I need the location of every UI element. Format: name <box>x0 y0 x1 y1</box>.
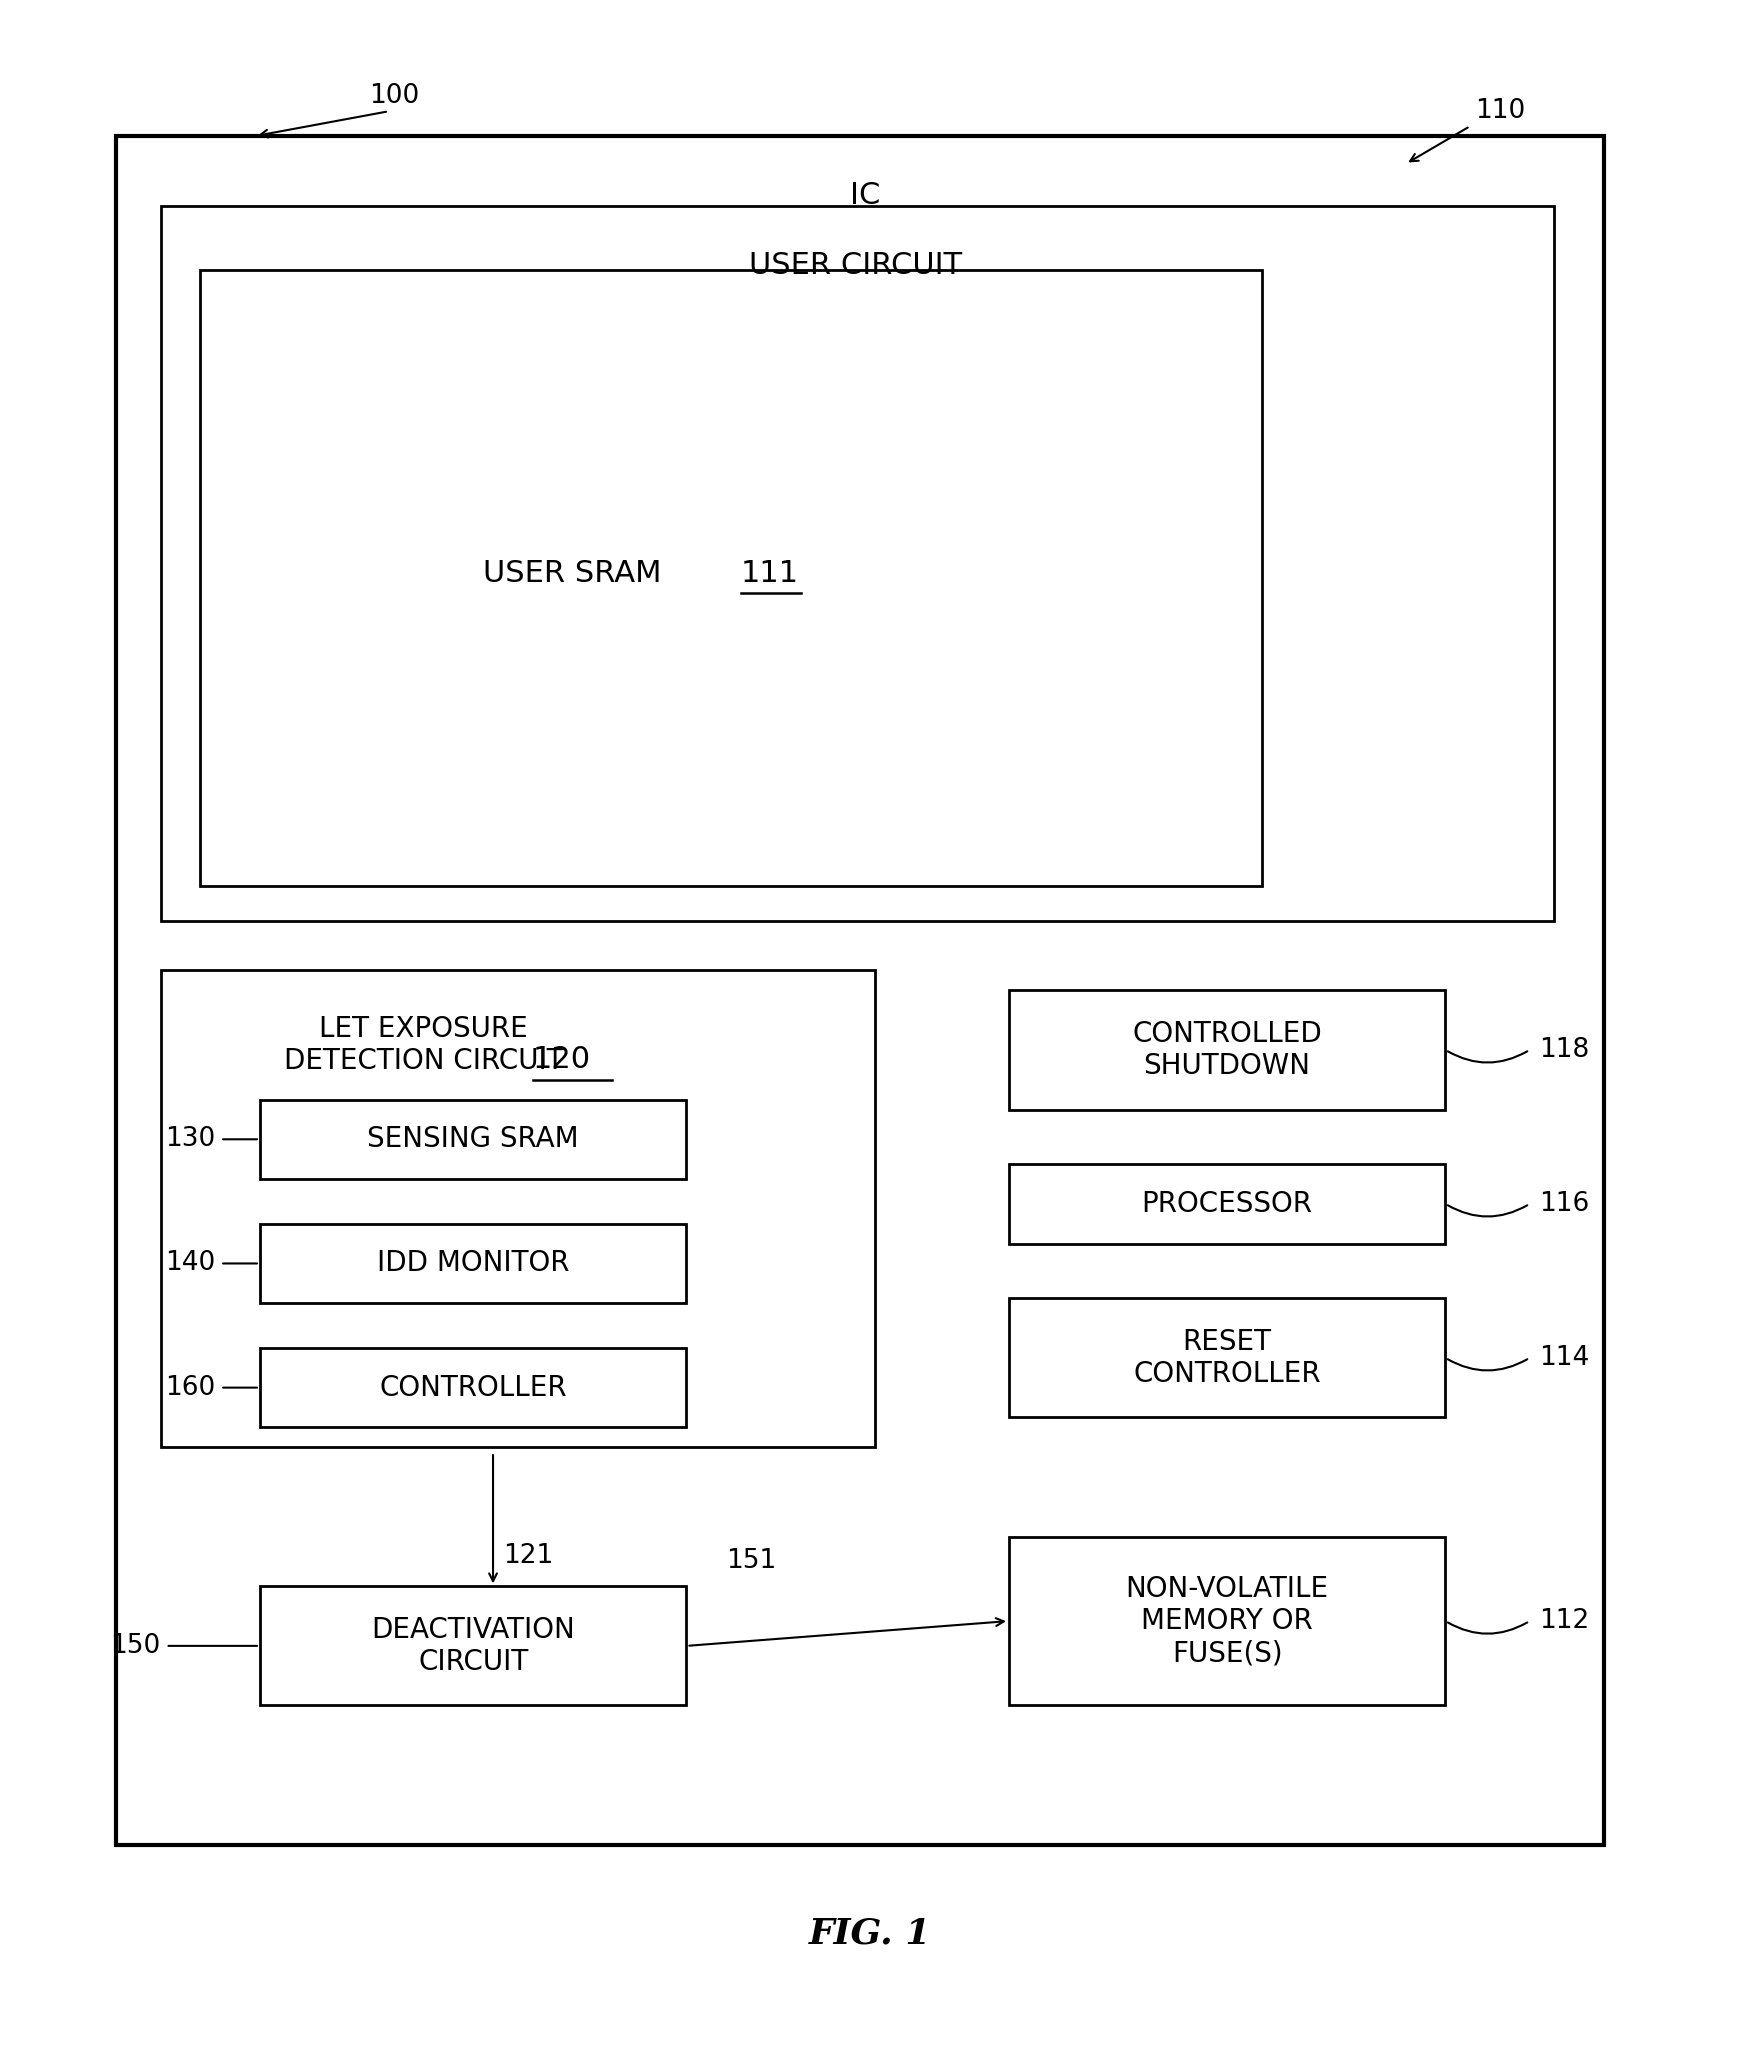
Text: IC: IC <box>850 180 880 209</box>
Text: LET EXPOSURE
DETECTION CIRCUIT: LET EXPOSURE DETECTION CIRCUIT <box>283 1015 563 1075</box>
Text: DEACTIVATION
CIRCUIT: DEACTIVATION CIRCUIT <box>372 1615 576 1675</box>
Text: 111: 111 <box>741 559 800 588</box>
Text: IDD MONITOR: IDD MONITOR <box>377 1249 569 1278</box>
Bar <box>117 137 1603 1845</box>
Text: 116: 116 <box>1539 1191 1589 1218</box>
Text: CONTROLLED
SHUTDOWN: CONTROLLED SHUTDOWN <box>1132 1019 1322 1081</box>
Bar <box>1009 1299 1445 1417</box>
Bar <box>1009 1537 1445 1707</box>
Text: 110: 110 <box>1475 97 1525 124</box>
Text: USER CIRCUIT: USER CIRCUIT <box>748 251 962 280</box>
Text: 114: 114 <box>1539 1344 1589 1371</box>
Bar <box>1009 990 1445 1110</box>
Text: FIG. 1: FIG. 1 <box>809 1918 932 1951</box>
Text: CONTROLLER: CONTROLLER <box>379 1373 567 1402</box>
Text: 150: 150 <box>111 1632 160 1659</box>
Text: NON-VOLATILE
MEMORY OR
FUSE(S): NON-VOLATILE MEMORY OR FUSE(S) <box>1125 1574 1329 1667</box>
Text: 120: 120 <box>532 1046 591 1075</box>
Bar <box>259 1586 687 1707</box>
Text: RESET
CONTROLLER: RESET CONTROLLER <box>1134 1328 1322 1388</box>
Bar <box>160 205 1555 922</box>
Bar <box>259 1224 687 1303</box>
Bar <box>259 1100 687 1178</box>
Text: 100: 100 <box>369 83 419 110</box>
Text: 118: 118 <box>1539 1038 1589 1062</box>
Text: PROCESSOR: PROCESSOR <box>1141 1191 1313 1218</box>
Text: SENSING SRAM: SENSING SRAM <box>367 1125 579 1154</box>
Bar <box>160 971 875 1448</box>
Bar <box>1009 1164 1445 1243</box>
Text: USER SRAM: USER SRAM <box>483 559 661 588</box>
Text: 151: 151 <box>727 1549 776 1574</box>
Bar <box>200 269 1263 886</box>
Text: 140: 140 <box>165 1251 216 1276</box>
Text: 130: 130 <box>165 1127 216 1151</box>
Text: 112: 112 <box>1539 1607 1589 1634</box>
Text: 160: 160 <box>165 1375 216 1400</box>
Bar <box>259 1348 687 1427</box>
Text: 121: 121 <box>503 1543 553 1570</box>
